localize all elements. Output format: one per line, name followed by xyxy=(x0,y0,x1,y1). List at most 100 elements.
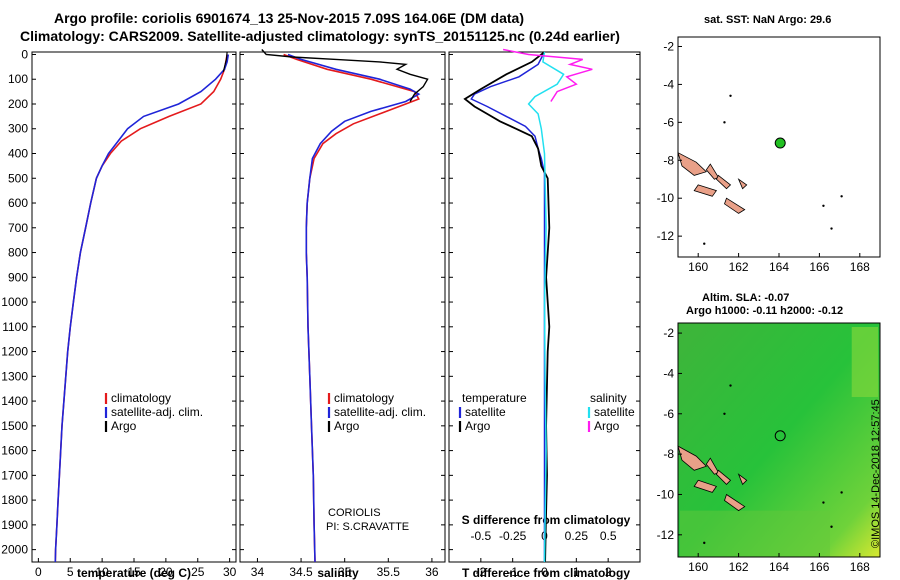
small-island xyxy=(840,195,843,198)
depth-tick-label: 1600 xyxy=(1,444,28,458)
map-lon-label: 160 xyxy=(688,260,708,274)
small-island xyxy=(703,541,706,545)
depth-tick-label: 600 xyxy=(8,196,28,210)
temp-x-tick-label: 5 xyxy=(67,565,74,579)
map-lat-label: -6 xyxy=(663,407,674,421)
diff-legend-salinity-title: salinity xyxy=(590,391,627,405)
tdiff-x-tick-label: 2 xyxy=(605,565,612,579)
land-island xyxy=(715,174,732,190)
plot-title-line-1: Argo profile: coriolis 6901674_13 25-Nov… xyxy=(54,10,524,26)
sal-x-tick-label: 34 xyxy=(251,565,265,579)
temp-argo-line xyxy=(222,51,228,72)
small-island xyxy=(822,501,825,504)
land-island xyxy=(677,151,708,176)
temp-x-tick-label: 25 xyxy=(191,565,205,579)
small-island xyxy=(723,412,726,415)
temp-x-axis-label: temperature (deg C) xyxy=(77,566,191,580)
tdiff-x-tick-label: 0 xyxy=(541,565,548,579)
sdiff-tick-label: -0.5 xyxy=(470,529,491,543)
depth-tick-label: 1200 xyxy=(1,345,28,359)
temp-x-tick-label: 20 xyxy=(159,565,173,579)
map-lat-label: -4 xyxy=(663,77,674,91)
temp-legend-label: Argo xyxy=(111,419,137,433)
map-lon-label: 162 xyxy=(729,560,749,574)
tdiff-x-tick-label: -2 xyxy=(475,565,486,579)
depth-tick-label: 0 xyxy=(21,47,28,61)
map-lat-label: -10 xyxy=(657,191,675,205)
small-island xyxy=(830,525,833,528)
small-island xyxy=(729,384,732,387)
depth-tick-label: 1800 xyxy=(1,493,28,507)
map-lat-label: -12 xyxy=(657,528,675,542)
map-lat-label: -10 xyxy=(657,487,675,501)
tdiff-x-tick-label: 1 xyxy=(573,565,580,579)
land-island xyxy=(705,457,719,475)
pi-institution: CORIOLIS xyxy=(328,507,381,519)
depth-tick-label: 700 xyxy=(8,221,28,235)
sdiff-tick-label: 0.5 xyxy=(600,529,617,543)
map-lat-label: -8 xyxy=(663,153,674,167)
sal-legend-label: Argo xyxy=(334,419,360,433)
map-lon-label: 166 xyxy=(809,260,829,274)
small-island xyxy=(723,121,726,124)
depth-tick-label: 1100 xyxy=(2,320,28,334)
depth-tick-label: 1500 xyxy=(1,419,28,433)
land-island xyxy=(693,479,718,493)
temp-x-tick-label: 10 xyxy=(95,565,109,579)
map-lat-label: -8 xyxy=(663,447,674,461)
land-island xyxy=(737,178,748,190)
map-lon-label: 162 xyxy=(729,260,749,274)
sal-legend-label: climatology xyxy=(334,391,394,405)
plot-frame xyxy=(239,51,446,563)
land-island xyxy=(705,163,719,180)
temp-legend-label: satellite-adj. clim. xyxy=(111,405,203,419)
tdiff-x-axis-label: T difference from climatology xyxy=(462,566,630,580)
diff-legend-label: satellite xyxy=(594,405,635,419)
sal-legend-label: satellite-adj. clim. xyxy=(334,405,426,419)
sal-x-tick-label: 35.5 xyxy=(377,565,401,579)
sal-argo-line xyxy=(261,49,429,102)
map-lat-label: -2 xyxy=(663,326,674,340)
map-lon-label: 168 xyxy=(850,560,870,574)
land-island xyxy=(737,473,748,486)
depth-tick-label: 100 xyxy=(8,72,28,86)
small-island xyxy=(840,491,843,494)
sdiff-tick-label: -0.25 xyxy=(499,529,527,543)
sal-x-tick-label: 34.5 xyxy=(289,565,313,579)
temp-satellite-line xyxy=(54,54,230,563)
temp-x-tick-label: 0 xyxy=(35,565,42,579)
plot-frame xyxy=(31,51,237,563)
land-island xyxy=(724,493,746,512)
diff-t-satellite-line xyxy=(470,51,546,562)
sla-patch xyxy=(680,510,830,557)
depth-tick-label: 300 xyxy=(8,122,28,136)
temp-x-tick-label: 30 xyxy=(223,565,237,579)
small-island xyxy=(830,227,833,230)
small-island xyxy=(703,242,706,245)
depth-tick-label: 2000 xyxy=(1,543,28,557)
map-lat-label: -4 xyxy=(663,366,674,380)
map-lat-label: -2 xyxy=(663,39,674,53)
land-island xyxy=(715,469,732,485)
small-island xyxy=(822,204,825,207)
tdiff-x-tick-label: -1 xyxy=(507,565,518,579)
depth-tick-label: 800 xyxy=(8,246,28,260)
diff-t-argo-line xyxy=(463,51,551,563)
depth-tick-label: 1700 xyxy=(1,468,28,482)
map-lon-label: 164 xyxy=(769,560,789,574)
land-island xyxy=(724,197,746,214)
map-lon-label: 168 xyxy=(850,260,870,274)
depth-tick-label: 900 xyxy=(8,270,28,284)
depth-tick-label: 1000 xyxy=(1,295,28,309)
land-island xyxy=(677,445,708,471)
diff-s-argo-line xyxy=(502,48,593,102)
plot-title-line-2: Climatology: CARS2009. Satellite-adjuste… xyxy=(20,28,620,44)
argo-float-marker xyxy=(774,137,786,149)
map-lat-label: -12 xyxy=(657,229,675,243)
depth-tick-label: 400 xyxy=(8,147,28,161)
depth-tick-label: 1400 xyxy=(1,394,28,408)
depth-tick-label: 1300 xyxy=(1,369,28,383)
diff-s-satellite-line xyxy=(527,51,565,563)
map-lon-label: 160 xyxy=(688,560,708,574)
sal-satellite-line xyxy=(287,53,421,563)
